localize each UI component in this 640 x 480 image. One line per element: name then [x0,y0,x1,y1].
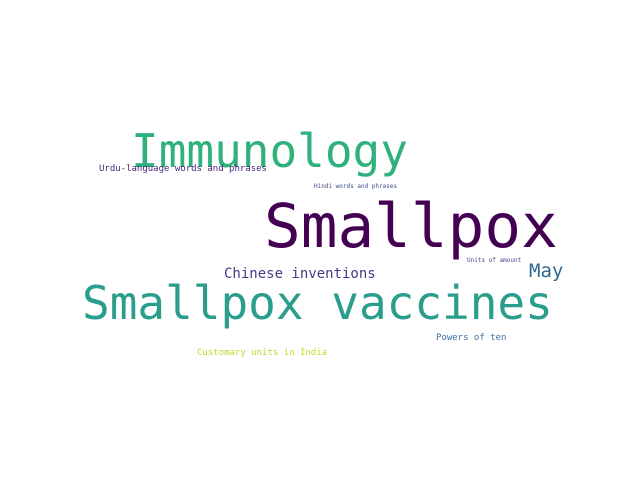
word-urdu-language-words: Urdu-language words and phrases [99,164,267,174]
word-units-of-amount: Units of amount [467,257,522,264]
word-may: May [529,260,564,282]
word-hindi-words: Hindi words and phrases [314,183,398,190]
word-customary-units-india: Customary units in India [197,348,328,358]
word-smallpox-vaccines: Smallpox vaccines [82,276,553,330]
word-chinese-inventions: Chinese inventions [224,266,376,282]
word-powers-of-ten: Powers of ten [436,333,507,343]
word-smallpox: Smallpox [264,191,558,262]
word-immunology: Immunology [131,124,408,178]
